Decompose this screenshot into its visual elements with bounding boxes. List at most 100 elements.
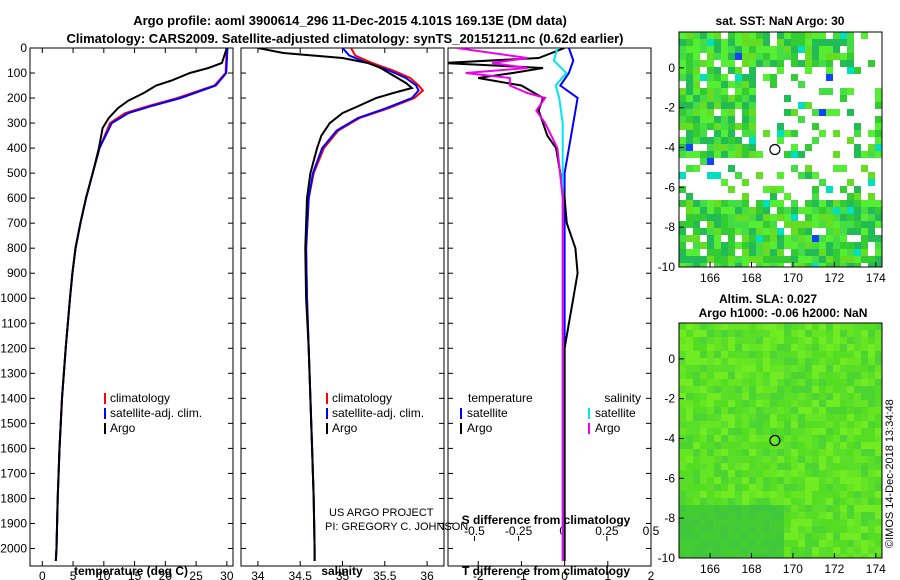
altimetry-map-cell (819, 344, 826, 351)
sst-map-cell (868, 60, 875, 67)
altimetry-map-cell (784, 512, 791, 519)
sst-map-cell (686, 193, 693, 200)
altimetry-map-cell (833, 351, 840, 358)
altimetry-map-cell (763, 428, 770, 435)
altimetry-map-cell (707, 491, 714, 498)
altimetry-map-cell (721, 540, 728, 547)
sst-map-cell (812, 207, 819, 214)
altimetry-map-cell (840, 358, 847, 365)
altimetry-map-cell (819, 526, 826, 533)
sst-map-cell (812, 109, 819, 116)
altimetry-map-cell (826, 442, 833, 449)
altimetry-map-cell (847, 379, 854, 386)
altimetry-map-cell (875, 393, 882, 400)
altimetry-map-cell (784, 470, 791, 477)
altimetry-map-cell (868, 540, 875, 547)
altimetry-map-cell (770, 491, 777, 498)
sst-map-cell (805, 214, 812, 221)
sst-map-cell (777, 137, 784, 144)
map-x-tick-label: 174 (866, 562, 886, 576)
altimetry-map-cell (714, 442, 721, 449)
sst-map-cell (735, 207, 742, 214)
altimetry-map-cell (770, 323, 777, 330)
altimetry-map-cell (854, 519, 861, 526)
altimetry-map-cell (812, 365, 819, 372)
y-tick-label: 1900 (0, 516, 27, 530)
altimetry-map-cell (868, 442, 875, 449)
sst-map-cell (847, 88, 854, 95)
altimetry-map-cell (770, 351, 777, 358)
sst-map-cell (749, 81, 756, 88)
altimetry-map-cell (861, 442, 868, 449)
sst-map-cell (770, 200, 777, 207)
sst-map-cell (693, 102, 700, 109)
altimetry-map-cell (777, 456, 784, 463)
sst-map-cell (700, 32, 707, 39)
altimetry-map-cell (805, 407, 812, 414)
altimetry-map-cell (784, 400, 791, 407)
altimetry-map-cell (770, 421, 777, 428)
sst-map-cell (679, 242, 686, 249)
altimetry-map-cell (847, 463, 854, 470)
t-diff-tick-label: -2 (473, 569, 484, 580)
sst-map-cell (721, 214, 728, 221)
altimetry-map-cell (840, 323, 847, 330)
altimetry-map-cell (763, 386, 770, 393)
altimetry-map-cell (770, 456, 777, 463)
altimetry-map-cell (707, 512, 714, 519)
altimetry-map-cell (812, 505, 819, 512)
altimetry-map-cell (847, 512, 854, 519)
sst-map-cell (784, 214, 791, 221)
altimetry-map-cell (693, 491, 700, 498)
sst-map-cell (721, 200, 728, 207)
sst-map-cell (847, 228, 854, 235)
altimetry-map-cell (742, 470, 749, 477)
sst-map-cell (798, 39, 805, 46)
sst-map-cell (861, 151, 868, 158)
altimetry-map-cell (714, 463, 721, 470)
sst-map-cell (742, 193, 749, 200)
altimetry-map-cell (700, 337, 707, 344)
sst-map-cell (721, 221, 728, 228)
sst-map-cell (735, 228, 742, 235)
altimetry-map-cell (791, 330, 798, 337)
altimetry-map-cell (875, 442, 882, 449)
legend-label: climatology (110, 391, 170, 405)
altimetry-map-cell (812, 414, 819, 421)
altimetry-map-cell (784, 351, 791, 358)
sst-map-cell (875, 200, 882, 207)
altimetry-map-cell (763, 491, 770, 498)
sst-map-cell (777, 263, 784, 267)
altimetry-map-cell (728, 512, 735, 519)
altimetry-map-cell (742, 540, 749, 547)
altimetry-map-cell (805, 421, 812, 428)
sst-map-cell (756, 214, 763, 221)
x-tick-label: 15 (128, 569, 142, 580)
altimetry-map-cell (861, 379, 868, 386)
altimetry-map-cell (679, 505, 686, 512)
altimetry-map-cell (707, 526, 714, 533)
altimetry-map-cell (868, 428, 875, 435)
sst-map-cell (812, 263, 819, 267)
altimetry-map-cell (693, 449, 700, 456)
altimetry-map-cell (721, 491, 728, 498)
y-tick-label: 1400 (0, 391, 27, 405)
map-y-tick-label: -4 (664, 141, 675, 155)
altimetry-map-cell (875, 477, 882, 484)
sst-map-cell (819, 179, 826, 186)
altimetry-map-cell (763, 372, 770, 379)
altimetry-map-cell (805, 484, 812, 491)
altimetry-map-cell (763, 456, 770, 463)
sst-map-cell (854, 130, 861, 137)
altimetry-map-cell (868, 449, 875, 456)
difference-series-group (448, 48, 579, 561)
altimetry-map-cell (714, 393, 721, 400)
altimetry-map-cell (728, 365, 735, 372)
sst-map-cell (770, 221, 777, 228)
altimetry-map-cell (679, 491, 686, 498)
altimetry-map-cell (756, 456, 763, 463)
sst-map-cell (707, 39, 714, 46)
altimetry-map-cell (847, 344, 854, 351)
altimetry-map-cell (728, 400, 735, 407)
map-y-tick-label: 0 (668, 352, 675, 366)
